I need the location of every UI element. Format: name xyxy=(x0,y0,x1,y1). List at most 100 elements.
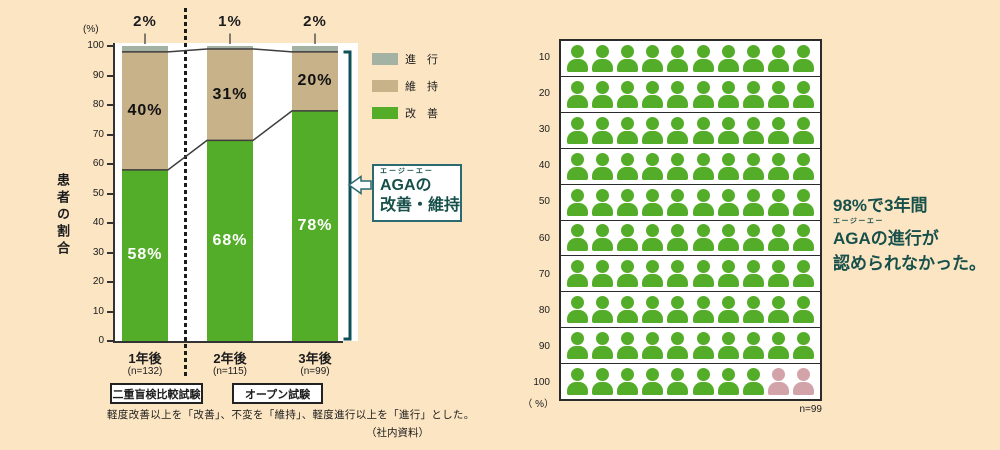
person-body xyxy=(692,58,714,72)
person-head xyxy=(796,116,810,130)
person-head xyxy=(796,296,810,310)
y-tick-label: 10 xyxy=(92,305,104,317)
person-head xyxy=(771,332,785,346)
person-head xyxy=(746,116,760,130)
person-head xyxy=(571,260,584,274)
person-head xyxy=(646,296,660,310)
person-body xyxy=(767,166,789,180)
person-body xyxy=(767,94,789,108)
callout-line-2: 改善・維持 xyxy=(380,197,461,214)
person-icon-green xyxy=(767,44,789,72)
person-body xyxy=(767,130,789,144)
person-head xyxy=(671,44,685,58)
person-head xyxy=(646,116,660,130)
pictogram-row xyxy=(561,77,820,113)
person-body xyxy=(567,202,588,216)
person-body xyxy=(692,346,714,360)
person-body xyxy=(692,202,714,216)
person-icon-green xyxy=(567,368,588,396)
callout-furigana: エージーエー xyxy=(380,168,434,175)
pictogram-n-label: n=99 xyxy=(799,404,822,415)
person-body xyxy=(742,382,764,396)
person-body xyxy=(717,346,739,360)
person-icon-green xyxy=(767,80,789,108)
definition-footnote: 軽度改善以上を「改善」、不変を「維持」、軽度進行以上を「進行」とした。 xyxy=(107,409,475,421)
person-head xyxy=(771,152,785,166)
person-body xyxy=(617,238,639,252)
person-icon-green xyxy=(767,332,789,360)
y-tick-label: 60 xyxy=(92,158,104,169)
pictogram-row xyxy=(561,328,820,365)
improve-value-label: 68% xyxy=(212,231,248,249)
person-icon-green xyxy=(567,296,588,324)
person-head xyxy=(771,44,785,58)
person-head xyxy=(796,152,810,166)
person-head xyxy=(671,224,685,238)
person-body xyxy=(592,202,614,216)
person-body xyxy=(592,382,614,396)
person-icon-green xyxy=(717,188,739,216)
person-head xyxy=(646,80,660,94)
person-head xyxy=(571,44,584,58)
annotation-line-3: 認められなかった。 xyxy=(833,254,986,273)
person-icon-green xyxy=(617,152,639,180)
person-head xyxy=(571,296,584,310)
person-icon-green xyxy=(592,224,614,252)
person-head xyxy=(671,116,685,130)
pictogram-row-label: 70 xyxy=(538,268,550,280)
legend-item: 維 持 xyxy=(372,78,438,94)
person-head xyxy=(721,80,735,94)
callout-line-1: AGAの xyxy=(380,177,432,194)
person-body xyxy=(692,274,714,288)
y-tick-label: 70 xyxy=(92,128,104,140)
person-icon-green xyxy=(667,44,689,72)
x-axis-category-label: 1年後 xyxy=(128,351,162,366)
person-head xyxy=(721,332,735,346)
pictogram-row-label: 20 xyxy=(538,87,550,99)
person-head xyxy=(746,188,760,202)
person-icon-green xyxy=(642,80,664,108)
person-head xyxy=(721,116,735,130)
person-body xyxy=(792,382,814,396)
pictogram-row xyxy=(561,185,820,221)
person-body xyxy=(767,346,789,360)
y-tick-label: 90 xyxy=(92,69,104,81)
person-body xyxy=(567,382,588,396)
person-body xyxy=(767,202,789,216)
person-head xyxy=(771,296,785,310)
y-tick-label: 30 xyxy=(92,246,104,258)
result-annotation: 98%で3年間 エージーエー AGAの進行が 認められなかった。 xyxy=(833,193,986,276)
x-axis-n-label: (n=132) xyxy=(127,366,163,377)
person-body xyxy=(667,310,689,324)
person-head xyxy=(621,368,635,382)
pictogram-row xyxy=(561,41,820,77)
person-body xyxy=(667,166,689,180)
person-icon-green xyxy=(642,188,664,216)
person-head xyxy=(671,152,685,166)
person-body xyxy=(642,238,664,252)
person-head xyxy=(621,296,635,310)
person-head xyxy=(721,368,735,382)
x-axis-category-label: 3年後 xyxy=(298,351,332,366)
y-tick-label: 100 xyxy=(87,40,104,51)
person-icon-green xyxy=(767,188,789,216)
person-icon-green xyxy=(742,224,764,252)
person-icon-green xyxy=(667,152,689,180)
person-body xyxy=(742,166,764,180)
person-body xyxy=(692,166,714,180)
person-icon-green xyxy=(692,368,714,396)
person-icon-green xyxy=(742,152,764,180)
person-body xyxy=(742,274,764,288)
person-head xyxy=(671,296,685,310)
y-tick-mark xyxy=(107,192,113,195)
person-icon-green xyxy=(692,224,714,252)
person-body xyxy=(717,202,739,216)
pictogram-unit-label: （ %） xyxy=(522,399,554,410)
person-head xyxy=(671,332,685,346)
y-tick-mark xyxy=(107,251,113,254)
person-head xyxy=(721,260,735,274)
person-icon-green xyxy=(742,44,764,72)
person-icon-green xyxy=(667,332,689,360)
person-head xyxy=(671,260,685,274)
person-body xyxy=(767,58,789,72)
